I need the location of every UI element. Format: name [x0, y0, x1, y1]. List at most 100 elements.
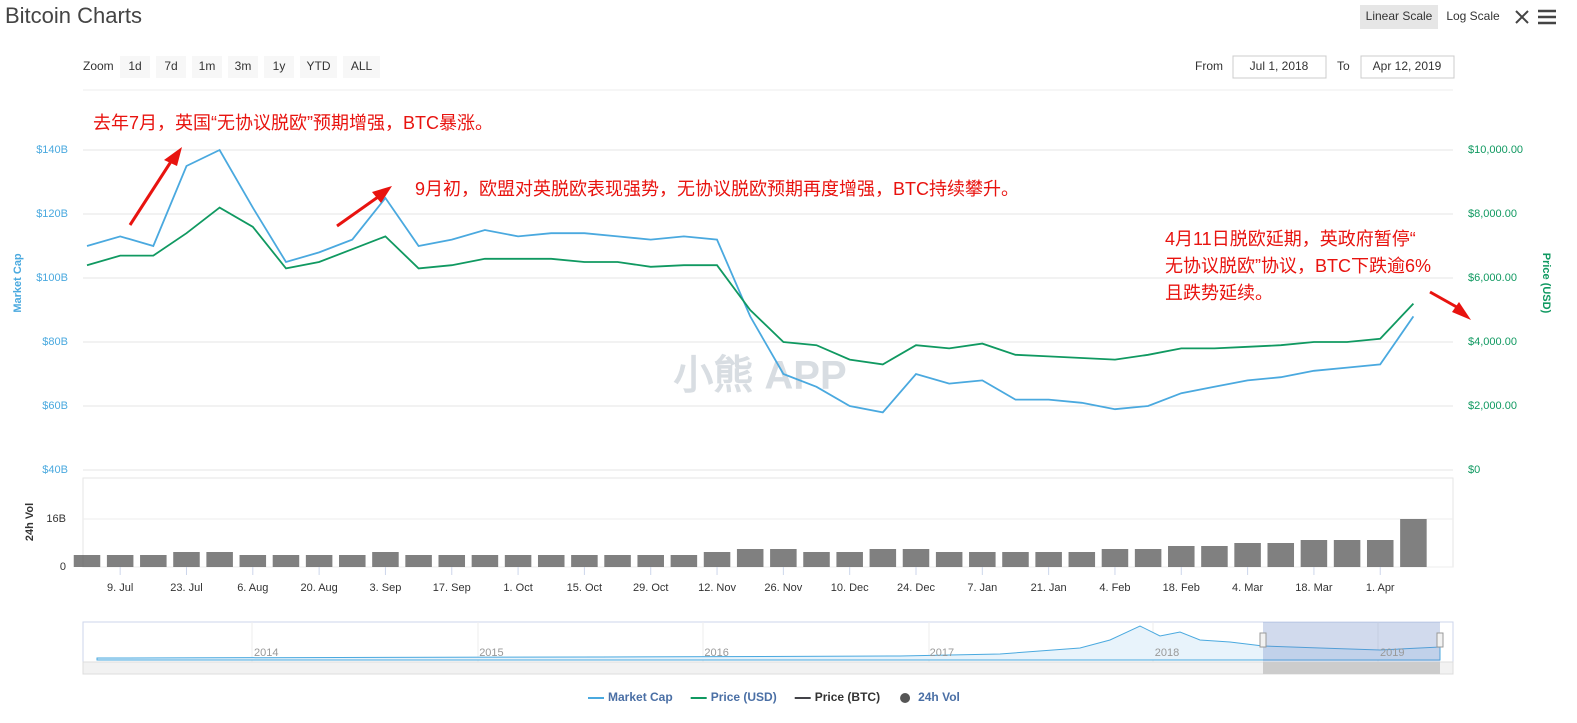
x-tick-label: 1. Oct	[503, 582, 532, 594]
volume-bar	[571, 555, 598, 567]
y-tick-label: $80B	[42, 336, 68, 348]
x-tick-label: 4. Feb	[1099, 582, 1130, 594]
series-line	[86, 148, 1415, 414]
legend-item[interactable]: 24h Vol	[918, 690, 960, 704]
to-value: Apr 12, 2019	[1373, 59, 1442, 73]
y-tick-label: $120B	[36, 208, 68, 220]
zoom-button[interactable]: 1d	[128, 59, 141, 73]
volume-bar	[703, 552, 731, 567]
volume-bar	[339, 555, 366, 567]
volume-bar	[206, 552, 233, 567]
zoom-button[interactable]: 1m	[199, 59, 216, 73]
volume-bar	[869, 549, 897, 567]
navigator-year: 2019	[1380, 647, 1404, 659]
volume-bar	[1333, 540, 1361, 567]
zoom-button-bg	[120, 56, 150, 78]
volume-bar	[1201, 546, 1228, 567]
series-line	[86, 206, 1415, 366]
zoom-button-bg	[264, 56, 294, 78]
volume-bar	[670, 555, 698, 567]
navigator-year: 2016	[704, 647, 728, 659]
zoom-button-bg	[192, 56, 222, 78]
scale-button[interactable]: Linear Scale	[1366, 9, 1433, 23]
legend-item[interactable]: Price (BTC)	[815, 690, 880, 704]
x-tick-label: 10. Dec	[831, 582, 869, 594]
from-label: From	[1195, 59, 1223, 73]
x-tick-label: 1. Apr	[1366, 582, 1395, 594]
zoom-button-bg	[228, 56, 258, 78]
y2-axis-title: Price (USD)	[1540, 253, 1552, 314]
volume-bar	[239, 555, 267, 567]
volume-bar	[372, 552, 399, 567]
from-input[interactable]	[1232, 55, 1327, 79]
volume-bar	[1300, 540, 1328, 567]
volume-bar	[1101, 549, 1129, 567]
scale-button[interactable]: Log Scale	[1446, 9, 1500, 23]
zoom-button[interactable]: ALL	[351, 59, 373, 73]
x-tick-label: 9. Jul	[107, 582, 133, 594]
annotation: 去年7月，英国“无协议脱欧”预期增强，BTC暴涨。	[93, 113, 493, 133]
volume-bar	[1002, 552, 1029, 567]
y-tick-label: $140B	[36, 144, 68, 156]
fullscreen-icon[interactable]	[1515, 10, 1529, 24]
y-tick-label: $60B	[42, 400, 68, 412]
y2-tick-label: $8,000.00	[1468, 208, 1517, 220]
volume-bar	[471, 555, 499, 567]
zoom-button[interactable]: YTD	[307, 59, 331, 73]
volume-bar	[537, 555, 565, 567]
x-tick-label: 20. Aug	[300, 582, 337, 594]
volume-bar	[173, 552, 200, 567]
volume-bar	[1400, 519, 1427, 567]
x-tick-label: 12. Nov	[698, 582, 736, 594]
volume-bar	[836, 552, 863, 567]
x-tick-label: 15. Oct	[567, 582, 602, 594]
y3-tick-label: 0	[60, 561, 66, 573]
zoom-button-bg	[156, 56, 186, 78]
y2-tick-label: $4,000.00	[1468, 336, 1517, 348]
volume-bar	[803, 552, 830, 567]
y3-tick-label: 16B	[46, 513, 66, 525]
navigator-year: 2018	[1155, 647, 1179, 659]
x-tick-label: 24. Dec	[897, 582, 935, 594]
zoom-button[interactable]: 3m	[235, 59, 252, 73]
volume-bar	[1366, 540, 1394, 567]
volume-bar	[736, 549, 764, 567]
x-tick-label: 6. Aug	[237, 582, 268, 594]
zoom-button[interactable]: 1y	[273, 59, 286, 73]
y-tick-label: $40B	[42, 464, 68, 476]
legend-item[interactable]: Market Cap	[608, 690, 673, 704]
volume-bar	[504, 555, 532, 567]
volume-bar	[1068, 552, 1096, 567]
volume-bar	[637, 555, 664, 567]
x-tick-label: 4. Mar	[1232, 582, 1264, 594]
to-label: To	[1337, 59, 1350, 73]
x-tick-label: 29. Oct	[633, 582, 668, 594]
x-tick-label: 23. Jul	[170, 582, 202, 594]
navigator-year: 2014	[254, 647, 278, 659]
zoom-button[interactable]: 7d	[164, 59, 177, 73]
y-axis-title: Market Cap	[12, 253, 24, 313]
chart-title: Bitcoin Charts	[5, 3, 142, 28]
volume-bar	[1168, 546, 1195, 567]
from-value: Jul 1, 2018	[1250, 59, 1309, 73]
x-tick-label: 21. Jan	[1031, 582, 1067, 594]
zoom-button-bg	[343, 56, 380, 78]
annotation-arrows	[128, 147, 1471, 320]
x-tick-label: 26. Nov	[764, 582, 802, 594]
x-tick-label: 17. Sep	[433, 582, 471, 594]
navigator-year: 2017	[930, 647, 954, 659]
volume-bar	[272, 555, 300, 567]
y-tick-label: $100B	[36, 272, 68, 284]
to-input[interactable]	[1360, 55, 1455, 79]
volume-bar	[1234, 543, 1261, 567]
volume-bar	[106, 555, 134, 567]
volume-bar	[1134, 549, 1162, 567]
annotation: 4月11日脱欧延期，英政府暂停“	[1165, 229, 1416, 249]
menu-icon[interactable]	[1538, 9, 1556, 25]
x-tick-label: 18. Feb	[1163, 582, 1200, 594]
watermark: 小熊 APP	[673, 354, 846, 398]
legend-item[interactable]: Price (USD)	[711, 690, 777, 704]
scale-button-bg	[1360, 5, 1438, 29]
volume-bar	[438, 555, 466, 567]
